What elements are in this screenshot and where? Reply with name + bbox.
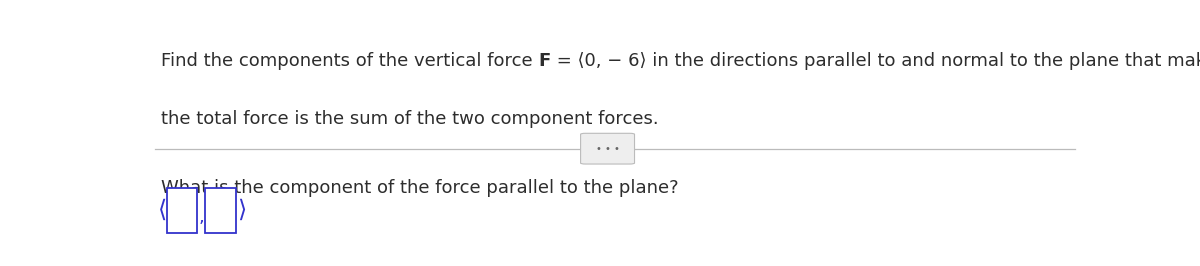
- Text: Find the components of the vertical force: Find the components of the vertical forc…: [161, 52, 539, 70]
- FancyBboxPatch shape: [581, 133, 635, 164]
- Text: What is the component of the force parallel to the plane?: What is the component of the force paral…: [161, 179, 679, 197]
- FancyBboxPatch shape: [167, 188, 198, 233]
- FancyBboxPatch shape: [205, 188, 235, 233]
- Text: ⟨: ⟨: [158, 198, 168, 222]
- Text: • • •: • • •: [595, 144, 619, 154]
- Text: F: F: [539, 52, 551, 70]
- Text: ⟩: ⟩: [238, 198, 247, 222]
- Text: the total force is the sum of the two component forces.: the total force is the sum of the two co…: [161, 110, 659, 128]
- Text: = ⟨0, − 6⟩ in the directions parallel to and normal to the plane that makes an a: = ⟨0, − 6⟩ in the directions parallel to…: [551, 52, 1200, 70]
- Text: ,: ,: [198, 209, 204, 227]
